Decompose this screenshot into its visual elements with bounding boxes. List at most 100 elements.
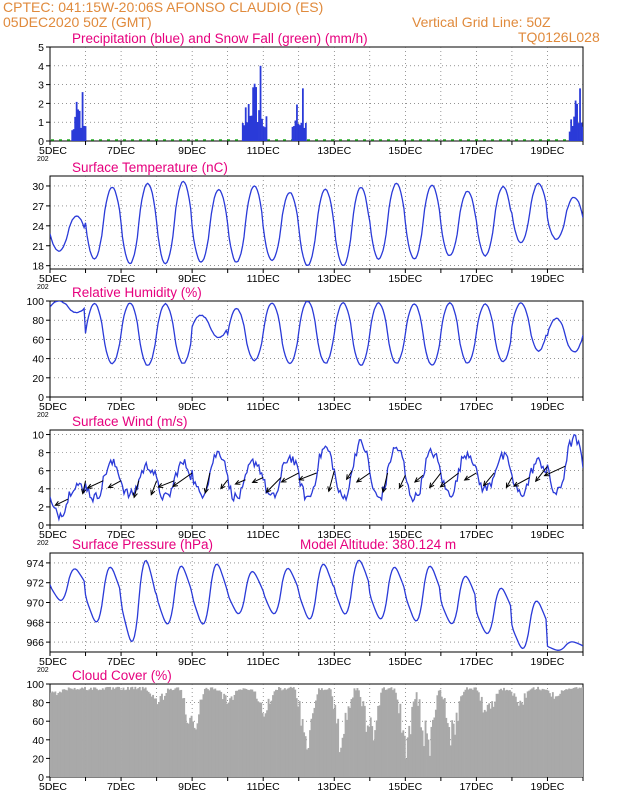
- cloud-cover-bar: [430, 726, 433, 777]
- wind-arrow: [55, 498, 68, 506]
- wind-arrow-head: [543, 471, 550, 477]
- cloud-cover-bar: [50, 692, 52, 777]
- y-tick-label: 2: [38, 502, 44, 514]
- cloud-cover-bar: [224, 695, 227, 777]
- cloud-cover-bar: [429, 755, 431, 777]
- x-tick-label: 5DEC: [39, 781, 67, 793]
- precipitation-bar: [297, 124, 300, 141]
- cloud-cover-bar: [198, 714, 200, 777]
- wind-arrow: [398, 475, 406, 489]
- cloud-cover-bar: [489, 708, 492, 777]
- cloud-cover-bar: [180, 689, 183, 777]
- cloud-cover-bar: [316, 694, 319, 777]
- cloud-cover-bar: [315, 700, 317, 777]
- cloud-cover-bar: [526, 691, 529, 777]
- cloud-cover-bar: [289, 686, 292, 777]
- cloud-cover-bar: [326, 689, 329, 777]
- x-tick-label: 7DEC: [107, 145, 135, 157]
- cloud-cover-bar: [113, 688, 116, 777]
- cloud-cover-bar: [285, 689, 288, 777]
- wind-arrow: [108, 480, 122, 489]
- cloud-cover-bar: [352, 697, 354, 777]
- cloud-cover-bar: [424, 720, 427, 777]
- cloud-cover-bar: [240, 689, 243, 777]
- cloud-cover-bar: [178, 690, 181, 777]
- cloud-cover-bar: [354, 690, 357, 777]
- cloud-cover-bar: [206, 689, 209, 777]
- cloud-cover-bar: [363, 705, 366, 777]
- cloud-cover-bar: [544, 689, 547, 777]
- y-tick-label: 8: [38, 448, 44, 460]
- panel-title: Relative Humidity (%): [72, 285, 202, 300]
- precipitation-bar: [580, 122, 583, 141]
- cloud-cover-bar: [417, 705, 420, 777]
- cloud-cover-bar: [239, 689, 242, 777]
- cloud-cover-bar: [378, 705, 381, 777]
- x-tick-label: 11DEC: [247, 145, 280, 157]
- y-tick-label: 10: [32, 430, 44, 442]
- wind-arrow: [382, 472, 389, 493]
- precipitation-bar: [579, 88, 581, 141]
- cloud-cover-bar: [384, 689, 387, 777]
- cloud-cover-bar: [353, 688, 356, 777]
- cloud-cover-bar: [440, 696, 443, 777]
- cloud-cover-bar: [235, 690, 237, 777]
- wind-arrow: [281, 472, 299, 483]
- x-tick-label: 9DEC: [178, 401, 206, 413]
- wind-arrow: [440, 472, 459, 488]
- cloud-cover-bar: [138, 687, 141, 777]
- cloud-cover-bar: [98, 689, 101, 777]
- cloud-cover-bar: [463, 691, 465, 777]
- panel-annotation: Model Altitude: 380.124 m: [300, 537, 456, 552]
- cloud-cover-bar: [51, 691, 54, 777]
- precipitation-bar: [255, 87, 257, 141]
- x-tick-label: 9DEC: [178, 656, 206, 668]
- panel-wind: 0 2 4 6 8 10 5DEC 7DEC 9DEC 11DEC 13DEC 15DEC 17DEC 1…: [32, 414, 584, 547]
- cloud-cover-bar: [550, 696, 553, 777]
- cloud-cover-bar: [522, 704, 525, 777]
- cloud-cover-bar: [258, 702, 261, 777]
- cloud-cover-bar: [306, 749, 309, 777]
- precipitation-bar: [253, 83, 256, 141]
- cloud-cover-bar: [396, 699, 399, 777]
- wind-arrow-head: [280, 477, 287, 483]
- cloud-cover-bar: [132, 689, 135, 777]
- x-tick-label: 17DEC: [459, 401, 493, 413]
- panel-humidity: 0 20 40 60 80 100 5DEC 7DEC 9DEC 11DEC 13DEC 15DEC 1…: [26, 285, 584, 419]
- x-tick-label: 9DEC: [178, 781, 206, 793]
- cloud-cover-bar: [543, 689, 545, 777]
- cloud-cover-bar: [193, 727, 196, 777]
- wind-arrow-head: [203, 487, 209, 495]
- cloud-cover-bar: [165, 693, 168, 777]
- cloud-cover-bar: [545, 689, 548, 777]
- cloud-cover-bar: [516, 701, 519, 777]
- wind-arrow: [235, 479, 246, 485]
- cloud-cover-bar: [506, 689, 508, 777]
- cloud-cover-bar: [434, 709, 437, 777]
- wind-arrow-head: [265, 487, 272, 494]
- wind-arrow: [535, 465, 548, 482]
- cloud-cover-bar: [279, 687, 282, 777]
- cloud-cover-bar: [288, 687, 291, 777]
- cloud-cover-bar: [85, 690, 88, 777]
- cloud-cover-bar: [394, 692, 397, 777]
- cloud-cover-bar: [572, 687, 575, 777]
- wind-arrow-head: [107, 483, 114, 489]
- cloud-cover-bar: [547, 690, 550, 777]
- precipitation-bar: [568, 131, 571, 141]
- x-tick-label: 11DEC: [247, 656, 280, 668]
- cloud-cover-bar: [437, 690, 440, 777]
- cloud-cover-bar: [551, 692, 554, 777]
- panel-frame: [49, 300, 584, 398]
- cloud-cover-bar: [362, 701, 365, 777]
- x-tick-label: 13DEC: [317, 401, 351, 413]
- cloud-cover-bar: [215, 690, 218, 777]
- cloud-cover-bar: [477, 692, 480, 777]
- cloud-cover-bar: [150, 696, 153, 777]
- x-tick-label: 17DEC: [459, 781, 493, 793]
- x-tick-label: 9DEC: [178, 145, 206, 157]
- cloud-cover-bar: [109, 686, 112, 777]
- cloud-cover-bar: [156, 704, 159, 777]
- cloud-cover-bar: [52, 692, 55, 777]
- cloud-cover-bar: [377, 706, 380, 777]
